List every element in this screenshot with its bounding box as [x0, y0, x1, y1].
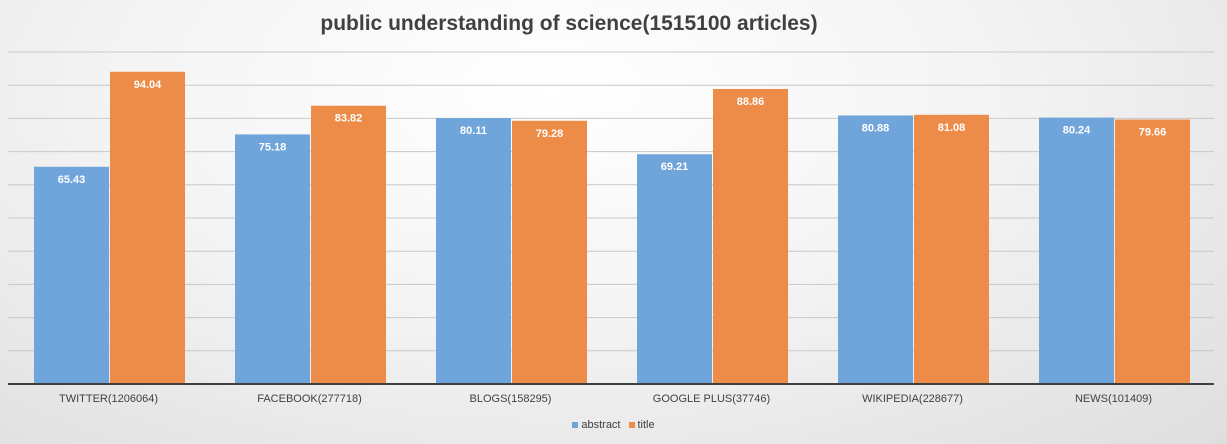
- data-label: 79.28: [536, 128, 564, 140]
- bar-title: [1115, 119, 1190, 384]
- data-label: 65.43: [58, 174, 86, 186]
- legend-swatch: [572, 422, 579, 428]
- data-label: 80.11: [460, 125, 487, 137]
- data-label: 94.04: [134, 79, 162, 91]
- data-label: 80.24: [1063, 125, 1091, 137]
- legend-swatch: [628, 422, 635, 428]
- category-label: WIKIPEDIA(228677): [862, 393, 963, 405]
- data-label: 81.08: [938, 122, 966, 134]
- data-label: 80.88: [862, 122, 890, 134]
- bar-abstract: [436, 118, 511, 385]
- legend-label: title: [637, 419, 655, 431]
- category-label: FACEBOOK(277718): [257, 393, 362, 405]
- legend-item-title: title: [628, 419, 655, 431]
- data-label: 69.21: [661, 161, 689, 173]
- data-label: 75.18: [259, 141, 287, 153]
- category-label: GOOGLE PLUS(37746): [653, 393, 770, 405]
- bar-abstract: [838, 115, 913, 385]
- bar-abstract: [1039, 117, 1114, 384]
- bar-abstract: [34, 166, 109, 384]
- legend: abstract title: [0, 419, 1227, 431]
- bar-title: [713, 88, 788, 384]
- bar-abstract: [235, 134, 310, 384]
- category-label: BLOGS(158295): [470, 393, 552, 405]
- bar-title: [914, 114, 989, 385]
- legend-item-abstract: abstract: [572, 419, 621, 431]
- bar-title: [110, 71, 185, 384]
- bar-title: [512, 120, 587, 384]
- legend-label: abstract: [581, 419, 621, 431]
- chart-title: public understanding of science(1515100 …: [320, 12, 818, 35]
- category-label: NEWS(101409): [1075, 393, 1152, 405]
- data-label: 79.66: [1139, 127, 1167, 139]
- category-label: TWITTER(1206064): [59, 393, 158, 405]
- bar-title: [311, 105, 386, 385]
- bar-abstract: [637, 154, 712, 384]
- data-label: 88.86: [737, 96, 765, 108]
- data-label: 83.82: [335, 113, 363, 125]
